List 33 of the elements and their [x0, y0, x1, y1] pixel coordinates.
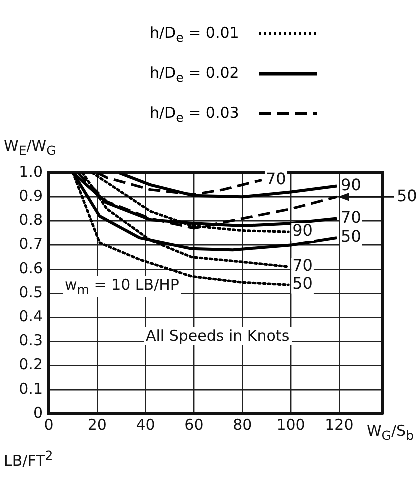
y-tick-label: 1.0 — [19, 162, 43, 181]
annotation: 70 — [292, 256, 313, 276]
annotation: 90 — [292, 221, 313, 240]
x-tick-label: 20 — [88, 416, 107, 434]
x-tick-label: 120 — [325, 416, 354, 434]
y-tick-label: 0.5 — [19, 283, 43, 302]
x-tick-label: 100 — [276, 416, 306, 434]
text: LB/FT$^{2}$ — [2, 448, 56, 470]
annotation: w$_{m}$ = 10 LB/HP — [63, 276, 182, 298]
annotation: All Speeds in Knots — [144, 326, 292, 345]
legend-label: h/D$_{e}$ = 0.03 — [150, 104, 240, 124]
annotation: 70 — [266, 169, 286, 188]
x-tick-label: 80 — [233, 416, 252, 434]
annotation: 70 — [341, 208, 362, 227]
annotation: 50 — [397, 186, 418, 206]
y-tick-label: 0.1 — [19, 380, 43, 398]
legend-label: h/D$_{e}$ = 0.02 — [150, 64, 240, 84]
y-tick-label: 0 — [33, 404, 43, 422]
legend-label: h/D$_{e}$ = 0.01 — [150, 24, 240, 44]
y-tick-label: 0.9 — [19, 186, 43, 205]
y-tick-label: 0.4 — [19, 307, 43, 326]
x-tick-label: 60 — [184, 416, 204, 434]
y-axis-title: W$_{E}$/W$_{G}$ — [2, 137, 58, 158]
y-tick-label: 0.6 — [19, 259, 43, 278]
annotation: 50 — [292, 274, 313, 294]
annotation: 50 — [341, 227, 362, 246]
x-tick-label: 40 — [136, 416, 156, 434]
y-tick-label: 0.2 — [19, 356, 43, 374]
y-tick-label: 0.8 — [19, 211, 43, 230]
x-axis-title: W$_{G}$/S$_{b}$ — [364, 422, 416, 443]
y-tick-label: 0.7 — [19, 235, 43, 254]
annotation: 90 — [341, 175, 362, 194]
y-tick-label: 0.3 — [19, 332, 43, 350]
